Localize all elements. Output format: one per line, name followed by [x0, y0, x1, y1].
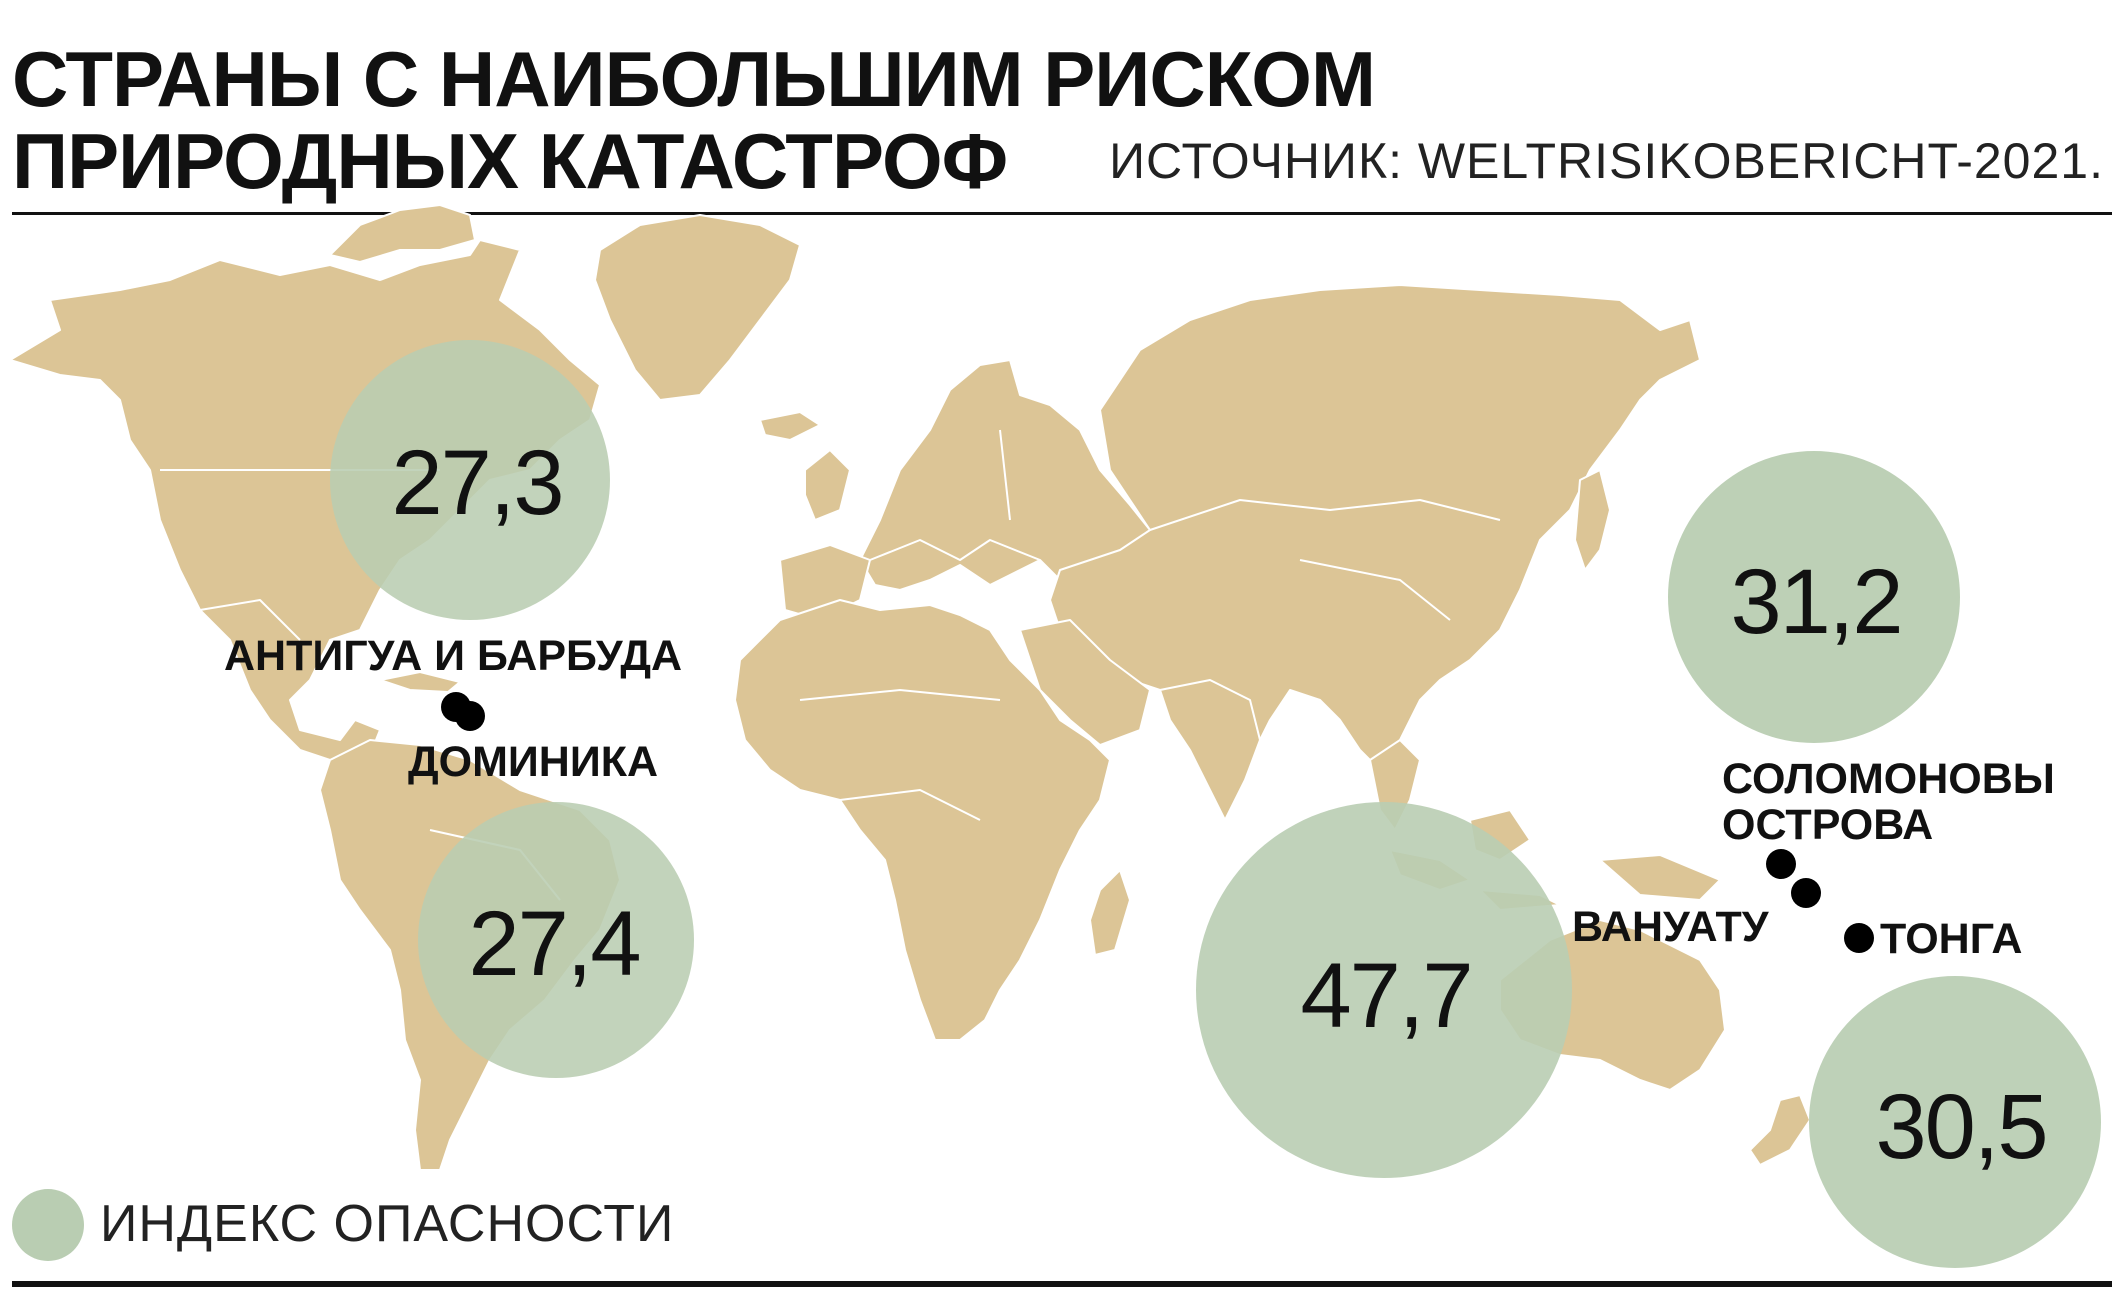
bottom-divider [12, 1281, 2112, 1287]
land-uk [804, 449, 851, 521]
marker-tonga [1844, 923, 1874, 953]
risk-circle-pacific-south [1809, 976, 2101, 1268]
land-cuba [379, 671, 461, 693]
country-labels: АНТИГУА И БАРБУДА ДОМИНИКА СОЛОМОНОВЫ ОС… [224, 632, 2055, 963]
title-line-2: ПРИРОДНЫХ КАТАСТРОФ [12, 117, 1008, 205]
risk-value-indonesia: 47,7 [1300, 945, 1471, 1047]
risk-value-usa: 27,3 [391, 432, 562, 534]
land-india [1159, 679, 1261, 821]
land-greenland [594, 214, 801, 401]
label-solomon-1: СОЛОМОНОВЫ [1722, 755, 2055, 803]
land-new-guinea [1599, 854, 1721, 901]
source-note: ИСТОЧНИК: WELTRISIKOBERICHT-2021. [1109, 133, 2104, 189]
land-iceland [759, 411, 821, 441]
label-antigua: АНТИГУА И БАРБУДА [224, 632, 682, 680]
label-solomon-2: ОСТРОВА [1722, 801, 1933, 849]
risk-circle-usa [330, 340, 610, 620]
land-japan [1574, 469, 1611, 571]
risk-circle-pacific-north [1668, 451, 1960, 743]
risk-value-pacific-north: 31,2 [1730, 551, 1901, 653]
risk-value-south-america: 27,4 [468, 893, 639, 995]
page-title: СТРАНЫ С НАИБОЛЬШИМ РИСКОМ ПРИРОДНЫХ КАТ… [12, 35, 1376, 205]
land-madagascar [1089, 869, 1131, 956]
risk-value-pacific-south: 30,5 [1875, 1076, 2046, 1178]
legend-swatch [12, 1189, 84, 1261]
country-markers [441, 692, 1874, 953]
risk-bubbles: 27,3 27,4 31,2 47,7 30,5 [330, 340, 2101, 1268]
marker-solomon [1766, 849, 1796, 879]
risk-circle-indonesia [1196, 802, 1572, 1178]
marker-vanuatu [1791, 878, 1821, 908]
label-tonga: ТОНГА [1880, 915, 2022, 963]
risk-circle-south-america [418, 802, 694, 1078]
legend-label: ИНДЕКС ОПАСНОСТИ [100, 1195, 675, 1253]
marker-dominica [455, 701, 485, 731]
label-vanuatu: ВАНУАТУ [1572, 903, 1770, 951]
title-line-1: СТРАНЫ С НАИБОЛЬШИМ РИСКОМ [12, 35, 1376, 123]
label-dominica: ДОМИНИКА [408, 738, 658, 786]
land-arabia [1019, 619, 1151, 746]
land-new-zealand [1749, 1094, 1811, 1166]
land-africa [734, 599, 1111, 1041]
land-canada-arctic [329, 204, 476, 263]
top-divider [12, 212, 2112, 215]
